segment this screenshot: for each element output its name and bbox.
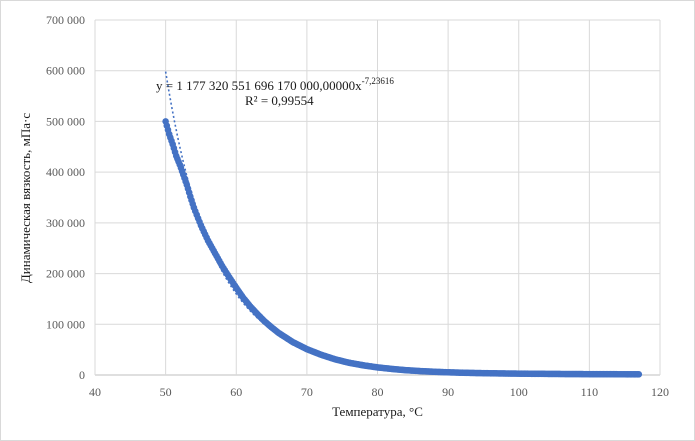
y-tick-label: 0 xyxy=(79,368,85,382)
trendline-r-squared: R² = 0,99554 xyxy=(245,93,314,108)
trendline-equation: y = 1 177 320 551 696 170 000,00000x-7,2… xyxy=(156,76,394,93)
data-points xyxy=(162,118,643,378)
y-axis-title: Динамическая вязкость, мПа·с xyxy=(18,113,33,283)
x-tick-labels: 40 50 60 70 80 90 100 110 120 xyxy=(89,385,669,399)
y-tick-label: 500 000 xyxy=(46,114,85,128)
x-axis-title: Температура, °С xyxy=(332,404,423,419)
trendline-equation-exponent: -7,23616 xyxy=(362,76,395,86)
y-tick-labels: 0 100 000 200 000 300 000 400 000 500 000 600 … xyxy=(46,13,85,382)
x-tick-label: 50 xyxy=(160,385,172,399)
x-tick-label: 80 xyxy=(372,385,384,399)
y-tick-label: 200 000 xyxy=(46,267,85,281)
x-tick-label: 120 xyxy=(651,385,669,399)
x-tick-label: 60 xyxy=(230,385,242,399)
data-point xyxy=(635,371,643,378)
x-tick-label: 40 xyxy=(89,385,101,399)
gridlines xyxy=(94,19,661,376)
y-tick-label: 400 000 xyxy=(46,165,85,179)
y-tick-label: 700 000 xyxy=(46,13,85,27)
y-tick-label: 600 000 xyxy=(46,64,85,78)
x-tick-label: 90 xyxy=(442,385,454,399)
y-tick-label: 300 000 xyxy=(46,216,85,230)
power-trendline xyxy=(164,71,639,376)
y-tick-label: 100 000 xyxy=(46,317,85,331)
x-tick-label: 110 xyxy=(581,385,599,399)
trendline-equation-base: y = 1 177 320 551 696 170 000,00000x xyxy=(156,78,362,93)
x-tick-label: 100 xyxy=(510,385,528,399)
x-tick-label: 70 xyxy=(301,385,313,399)
